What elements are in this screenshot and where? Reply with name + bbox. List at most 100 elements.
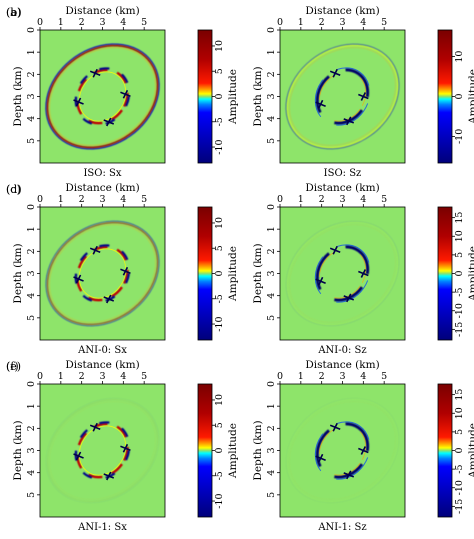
cusp-mark bbox=[343, 116, 355, 126]
y-tick-label: 4 bbox=[266, 470, 277, 476]
x-tick-label: 1 bbox=[298, 194, 304, 205]
outer-wavefront-negative bbox=[45, 43, 160, 150]
outer-wavefront-negative bbox=[45, 220, 160, 327]
cusp-mark bbox=[73, 451, 84, 461]
x-tick-label: 2 bbox=[79, 371, 85, 382]
y-tick-label: 0 bbox=[26, 27, 37, 33]
x-tick-label: 4 bbox=[120, 194, 126, 205]
inner-wavefront-positive bbox=[76, 68, 129, 125]
y-tick-label: 4 bbox=[266, 293, 277, 299]
x-tick-label: 0 bbox=[37, 371, 43, 382]
inner-wavefront-edge bbox=[314, 244, 371, 303]
x-tick-label: 5 bbox=[141, 371, 147, 382]
outer-wavefront-positive bbox=[47, 399, 158, 502]
x-axis-label: Distance (km) bbox=[305, 182, 379, 194]
wavefront-layer bbox=[45, 220, 160, 327]
colorbar-tick-label: 10 bbox=[454, 230, 465, 242]
panel-letter: (e) bbox=[6, 360, 21, 373]
cusp-mark bbox=[73, 97, 84, 107]
colorbar-tick-label: -10 bbox=[454, 480, 465, 495]
x-tick-label: 4 bbox=[360, 17, 366, 28]
x-tick-label: 1 bbox=[58, 194, 64, 205]
cusp-mark bbox=[89, 422, 101, 432]
y-tick-label: 0 bbox=[26, 204, 37, 210]
colorbar-tick-label: 15 bbox=[454, 389, 465, 401]
cusp-mark bbox=[103, 471, 115, 481]
wavefront-layer bbox=[285, 43, 400, 150]
x-tick-label: 3 bbox=[99, 194, 105, 205]
colorbar-tick-label: 10 bbox=[454, 51, 465, 63]
x-tick-label: 4 bbox=[120, 17, 126, 28]
x-tick-label: 3 bbox=[99, 371, 105, 382]
panel-letter: (b) bbox=[6, 6, 22, 19]
inner-wavefront-fringe bbox=[78, 71, 127, 122]
panel-e: (e) Distance (km) 0 1 2 3 4 5 0 1 2 3 4 5 Depth (km) AN… bbox=[6, 359, 239, 533]
panel-b: (b) Distance (km) 0 1 2 3 4 5 0 1 2 3 4 5 Depth (km) IS… bbox=[6, 5, 474, 179]
colorbar-tick-label: -15 bbox=[454, 499, 465, 514]
inner-wavefront-negative bbox=[74, 421, 131, 480]
y-tick-label: 4 bbox=[26, 293, 37, 299]
y-tick-label: 1 bbox=[266, 226, 277, 232]
inner-wavefront-positive bbox=[76, 422, 129, 479]
inner-wavefront-negative bbox=[315, 245, 370, 302]
x-axis-label: Distance (km) bbox=[65, 359, 139, 371]
inner-wavefront-negative bbox=[74, 67, 131, 126]
inner-wavefront-edge bbox=[314, 421, 371, 480]
cusp-mark bbox=[329, 245, 341, 255]
y-tick-label: 5 bbox=[26, 492, 37, 498]
outer-wavefront-positive bbox=[287, 399, 398, 502]
panel-letter: (d) bbox=[6, 183, 22, 196]
x-tick-label: 0 bbox=[37, 194, 43, 205]
inner-wavefront-fringe bbox=[318, 248, 367, 299]
colorbar-tick-label: 10 bbox=[454, 407, 465, 419]
y-tick-label: 3 bbox=[266, 270, 277, 276]
colorbar-label: Amplitude bbox=[227, 69, 239, 125]
colorbar-tick-label: -10 bbox=[214, 316, 225, 331]
x-tick-label: 0 bbox=[37, 17, 43, 28]
panel-caption: ANI-1: Sx bbox=[77, 522, 127, 533]
colorbar-tick-label: -5 bbox=[454, 464, 465, 473]
y-tick-label: 2 bbox=[26, 71, 37, 77]
colorbar-tick-label: 0 bbox=[454, 270, 465, 276]
outer-wavefront-fringe bbox=[289, 224, 396, 323]
colorbar-label: Amplitude bbox=[227, 246, 239, 302]
wavefield-image bbox=[40, 207, 165, 340]
y-axis-label: Depth (km) bbox=[12, 420, 24, 480]
outer-wavefront-fringe bbox=[289, 401, 396, 500]
y-tick-label: 0 bbox=[266, 381, 277, 387]
outer-wavefront-negative bbox=[285, 397, 400, 504]
x-tick-label: 2 bbox=[319, 371, 325, 382]
colorbar-tick-label: -5 bbox=[214, 117, 225, 126]
colorbar-label: Amplitude bbox=[227, 423, 239, 479]
cusp-mark bbox=[103, 117, 115, 127]
y-tick-label: 1 bbox=[26, 403, 37, 409]
wavefield-image bbox=[280, 384, 405, 517]
cusp-mark bbox=[343, 293, 355, 303]
y-tick-label: 1 bbox=[26, 226, 37, 232]
cusp-mark bbox=[358, 92, 369, 101]
x-tick-label: 5 bbox=[381, 371, 387, 382]
y-axis-label: Depth (km) bbox=[252, 420, 264, 480]
x-axis-label: Distance (km) bbox=[305, 5, 379, 17]
outer-wavefront-negative bbox=[285, 220, 400, 327]
wavefront-layer bbox=[285, 220, 400, 327]
cusp-mark bbox=[120, 443, 131, 453]
panel-letter: (f) bbox=[6, 360, 19, 373]
colorbar-label: Amplitude bbox=[467, 246, 474, 302]
y-axis-label: Depth (km) bbox=[12, 243, 24, 303]
x-tick-label: 4 bbox=[360, 194, 366, 205]
colorbar-tick-label: 10 bbox=[214, 217, 225, 229]
colorbar-tick-label: 10 bbox=[214, 40, 225, 52]
y-tick-label: 4 bbox=[26, 470, 37, 476]
outer-wavefront-negative bbox=[45, 397, 160, 504]
colorbar-tick-label: 5 bbox=[454, 252, 465, 258]
wavefront-layer bbox=[45, 397, 160, 504]
y-tick-label: 2 bbox=[26, 425, 37, 431]
y-tick-label: 1 bbox=[26, 49, 37, 55]
x-tick-label: 5 bbox=[381, 194, 387, 205]
x-tick-label: 1 bbox=[298, 17, 304, 28]
y-tick-label: 2 bbox=[266, 248, 277, 254]
wavefield-image bbox=[40, 30, 165, 163]
y-tick-label: 0 bbox=[266, 27, 277, 33]
